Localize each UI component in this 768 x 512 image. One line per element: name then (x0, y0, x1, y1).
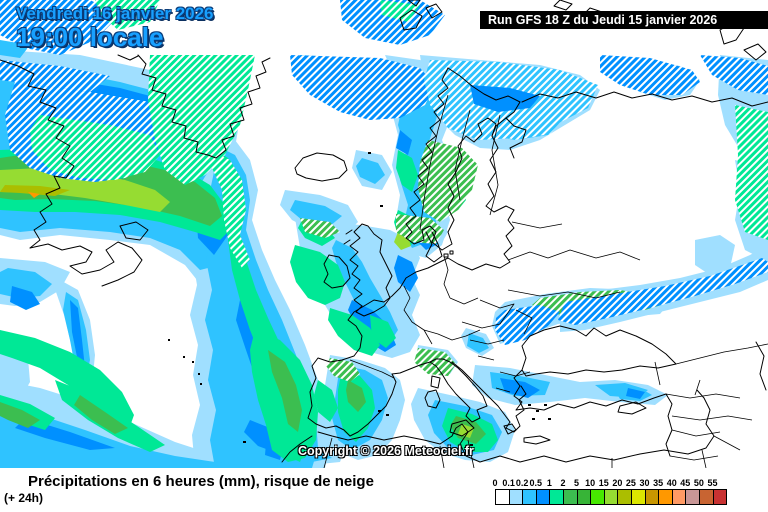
legend-cell: 45 (680, 478, 700, 505)
legend-cell: 5 (574, 478, 592, 505)
legend-label: 20 (612, 478, 623, 488)
legend-label: 2 (560, 478, 566, 488)
legend-cell: 55 (707, 478, 728, 505)
footer-bar: Précipitations en 6 heures (mm), risque … (0, 468, 768, 512)
run-banner: Run GFS 18 Z du Jeudi 15 janvier 2026 (480, 11, 768, 29)
legend-cell: 40 (667, 478, 687, 505)
legend-label: 5 (574, 478, 580, 488)
legend-cells: 0 0.1 0.2 0.5 1 2 5 10 15 20 25 30 35 40 45 50 55 (492, 478, 728, 505)
legend-cell: 10 (585, 478, 605, 505)
map-subtitle: (+ 24h) (4, 491, 44, 505)
legend-cell: 0.2 (516, 478, 537, 505)
precipitation-legend: 0 0.1 0.2 0.5 1 2 5 10 15 20 25 30 35 40 45 50 55 (492, 478, 728, 505)
legend-cell: 0.5 (530, 478, 551, 505)
legend-label: 55 (707, 478, 718, 488)
legend-cell: 20 (612, 478, 632, 505)
legend-label: 10 (585, 478, 596, 488)
copyright-label: Copyright © 2026 Meteociel.fr (298, 444, 474, 458)
legend-cell: 2 (560, 478, 578, 505)
legend-cell: 30 (640, 478, 660, 505)
weather-map (0, 0, 768, 468)
legend-label: 25 (625, 478, 636, 488)
legend-cell: 0 (492, 478, 510, 505)
legend-cell: 25 (626, 478, 646, 505)
legend-label: 0 (492, 478, 498, 488)
island-dots (168, 152, 551, 446)
legend-label: 0.1 (502, 478, 515, 488)
legend-label: 45 (680, 478, 691, 488)
legend-label: 0.2 (515, 478, 529, 488)
legend-cell: 1 (547, 478, 564, 505)
legend-label: 50 (693, 478, 704, 488)
coastline-layer (0, 0, 768, 463)
legend-cell: 0.1 (502, 478, 524, 505)
legend-label: 0.5 (529, 478, 543, 488)
legend-label: 15 (598, 478, 609, 488)
border-layer (323, 94, 768, 468)
legend-cell: 50 (694, 478, 714, 505)
legend-label: 40 (666, 478, 677, 488)
legend-cell: 15 (599, 478, 619, 505)
legend-label: 1 (546, 478, 552, 488)
legend-cell: 35 (653, 478, 673, 505)
legend-label: 35 (653, 478, 664, 488)
map-title: Précipitations en 6 heures (mm), risque … (28, 473, 374, 490)
legend-label: 30 (639, 478, 650, 488)
